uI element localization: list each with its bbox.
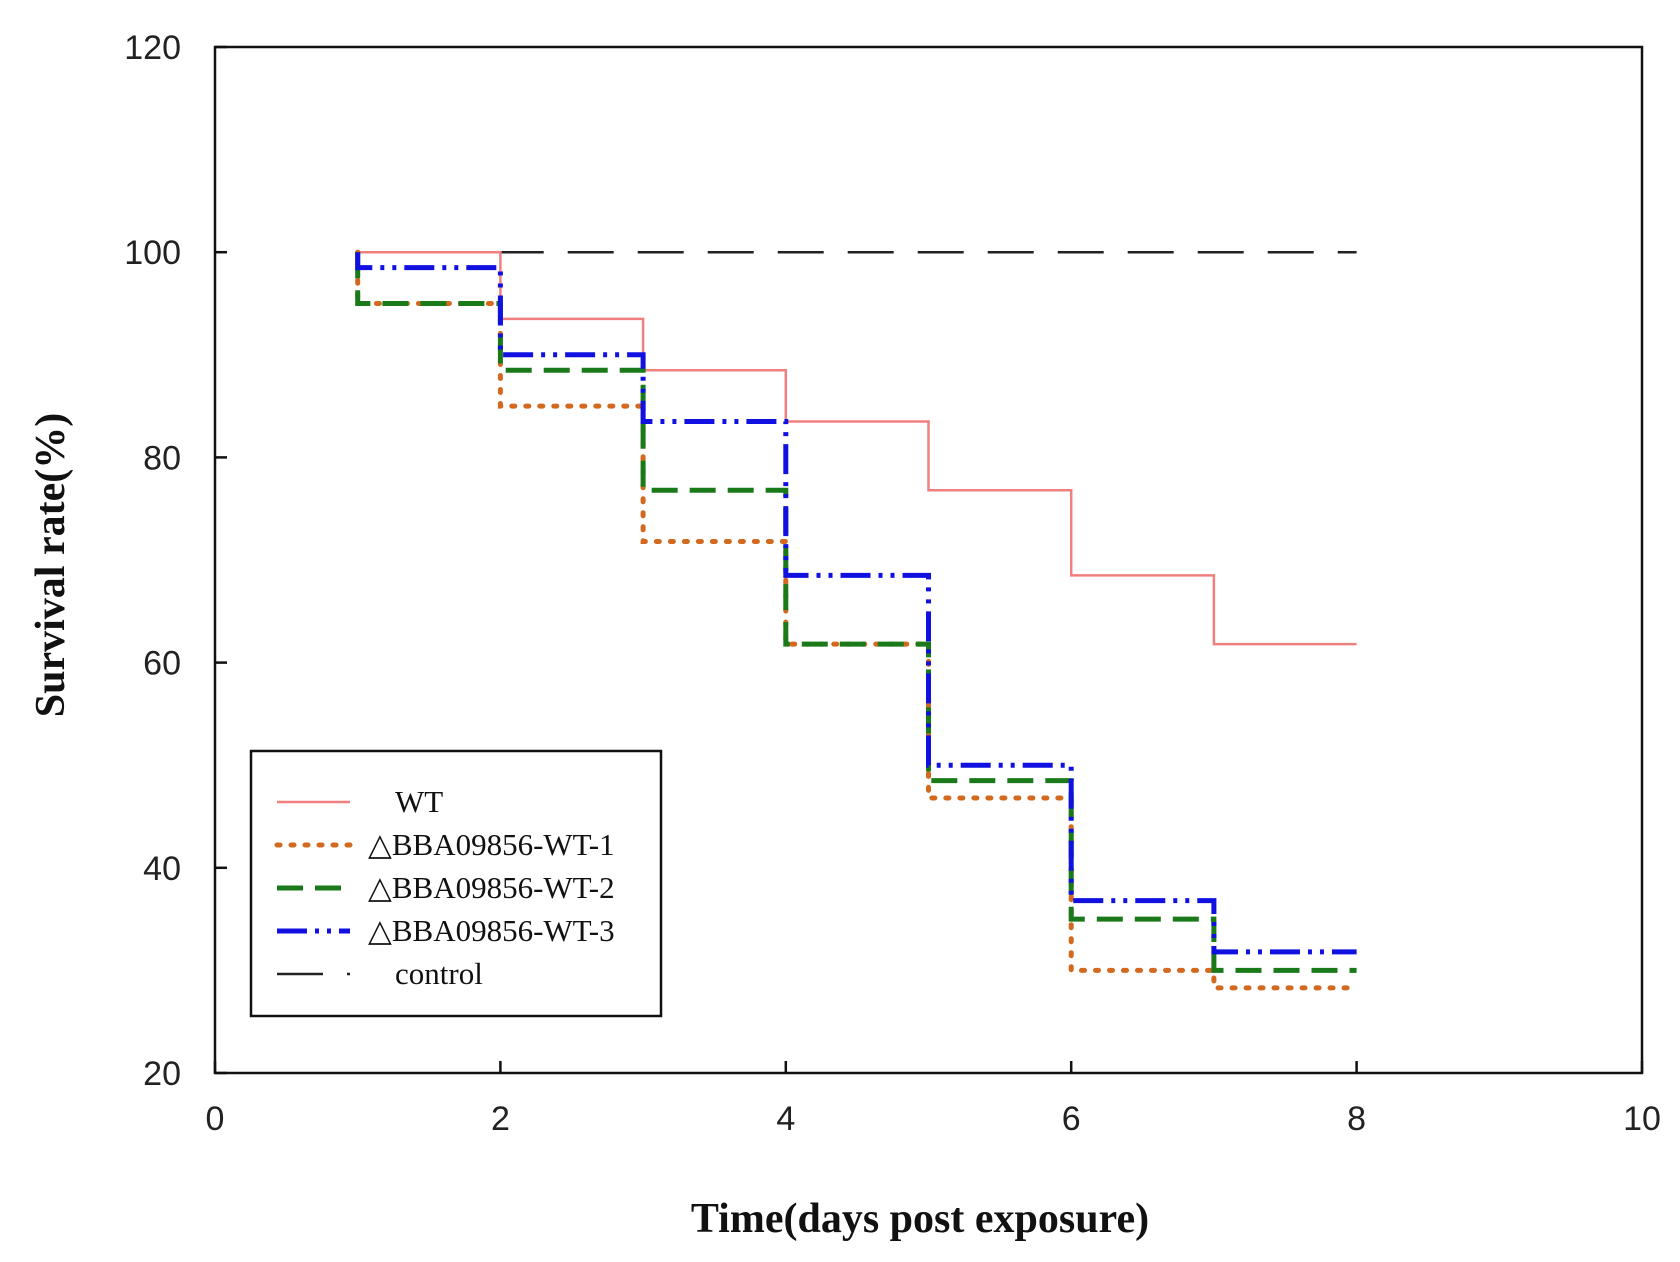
y-tick-label-0: 20 [143, 1055, 181, 1093]
legend-label-0: WT [395, 784, 443, 819]
y-tick-label-3: 80 [143, 439, 181, 477]
legend-label-3: △BBA09856-WT-3 [368, 913, 615, 948]
y-tick-label-5: 120 [124, 29, 181, 67]
legend-label-1: △BBA09856-WT-1 [368, 827, 615, 862]
legend-label-2: △BBA09856-WT-2 [368, 870, 615, 905]
x-axis-title: Time(days post exposure) [691, 1196, 1149, 1242]
series-line-3 [355, 252, 1357, 955]
legend-box [249, 749, 663, 1018]
series-line-2 [355, 252, 1357, 973]
x-tick-label-3: 6 [1062, 1100, 1081, 1138]
x-tick-label-0: 0 [206, 1100, 225, 1138]
y-tick-label-1: 40 [143, 850, 181, 888]
y-tick-label-2: 60 [143, 645, 181, 683]
y-axis-title: Survival rate(%) [28, 413, 74, 717]
legend-label-4: control [395, 956, 483, 991]
y-tick-label-4: 100 [124, 234, 181, 272]
series-lines [355, 249, 1360, 991]
x-tick-label-1: 2 [491, 1100, 510, 1138]
axis-ticks: 0 2 4 6 8 10 20 40 60 80 100 120 [124, 29, 1661, 1138]
x-tick-label-2: 4 [776, 1100, 795, 1138]
x-tick-label-5: 10 [1623, 1100, 1661, 1138]
legend: WT △BBA09856-WT-1 △BBA09856-WT-2 △BBA09856-… [249, 749, 663, 1018]
x-tick-label-4: 8 [1347, 1100, 1366, 1138]
plot-frame [213, 45, 1644, 1075]
series-line-0 [357, 250, 1357, 646]
